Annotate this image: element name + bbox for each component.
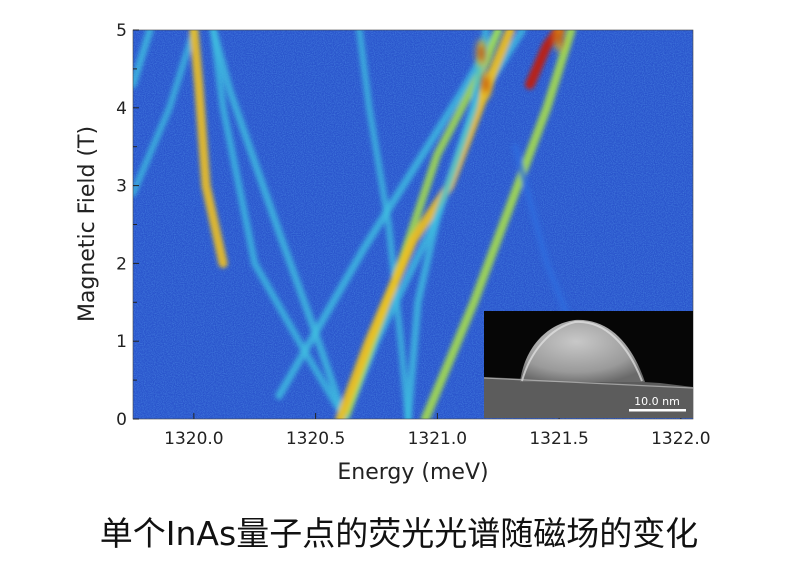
inset-substrate	[484, 377, 693, 418]
hotspot-1	[478, 44, 485, 63]
x-tick-label: 1322.0	[651, 429, 710, 449]
y-tick-label: 4	[116, 99, 127, 119]
figure-caption: 单个InAs量子点的荧光光谱随磁场的变化	[99, 514, 699, 553]
hotspot-layer	[476, 30, 565, 99]
inset-dome-rim	[521, 320, 643, 382]
heatmap-plot-area	[133, 30, 693, 419]
spectral-line-10	[420, 30, 576, 419]
spectral-line-9	[209, 30, 349, 419]
spectral-line-11	[335, 30, 516, 419]
spectral-line-3	[189, 30, 228, 268]
x-tick-label: 1321.5	[529, 429, 588, 449]
x-axis: 1320.0 1320.5 1321.0 1321.5 1322.0	[164, 413, 711, 449]
spectral-line-12	[404, 30, 490, 419]
x-tick-label: 1320.0	[164, 429, 223, 449]
sem-inset: 10.0 nm	[483, 311, 694, 418]
y-tick-label: 5	[116, 21, 127, 41]
y-axis: 0 1 2 3 4 5	[116, 21, 139, 430]
inset-scale-label: 10.0 nm	[634, 395, 680, 408]
spectral-line-7	[356, 30, 412, 419]
inset-surface-line	[483, 377, 694, 389]
y-tick-label: 2	[116, 254, 127, 274]
x-tick-label: 1320.5	[286, 429, 345, 449]
y-axis-title: Magnetic Field (T)	[75, 126, 100, 322]
figure: 0 1 2 3 4 5 1320.0 1320.5 1321.0 1321.5 1322.0 En…	[75, 21, 711, 485]
spectral-line-1	[133, 30, 198, 197]
y-tick-label: 0	[116, 410, 127, 430]
inset-scale-bar	[629, 409, 686, 412]
spectral-line-2	[133, 30, 154, 89]
x-axis-title: Energy (meV)	[337, 460, 488, 485]
spectral-line-13	[512, 143, 575, 329]
series-layer	[133, 30, 576, 419]
hotspot-2	[483, 75, 490, 94]
x-tick-label: 1321.0	[408, 429, 467, 449]
hotspot-3	[556, 30, 563, 47]
y-tick-label: 1	[116, 332, 127, 352]
spectral-line-4	[209, 30, 349, 419]
y-tick-label: 3	[116, 177, 127, 197]
